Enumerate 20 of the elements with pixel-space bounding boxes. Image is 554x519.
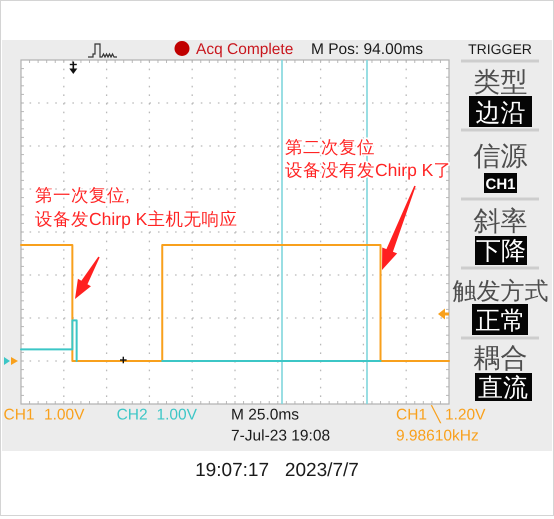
text: 耦合 [474,343,528,374]
text: CH1 ╲ 1.20V [396,404,486,424]
text: M 25.0ms [231,406,300,424]
text: 19:07:17 2023/7/7 [195,460,359,481]
text: 设备发Chirp K主机无响应 [35,209,238,229]
text: 边沿 [476,98,526,127]
text: 斜率 [474,206,528,237]
text: CH2 [116,406,148,424]
text: 1.00V [44,406,86,424]
text: 第一次复位, [35,185,130,205]
text: CH1 [4,406,35,424]
text: 9.98610kHz [396,428,479,445]
text: 7-Jul-23 19:08 [231,428,330,445]
text: Acq Complete [196,41,294,58]
text: TRIGGER [468,41,532,57]
text: M Pos: 94.00ms [311,41,424,58]
text: 1.00V [156,406,198,424]
text: 触发方式 [452,277,548,305]
text: 类型 [474,67,528,98]
text: 信源 [474,141,528,172]
